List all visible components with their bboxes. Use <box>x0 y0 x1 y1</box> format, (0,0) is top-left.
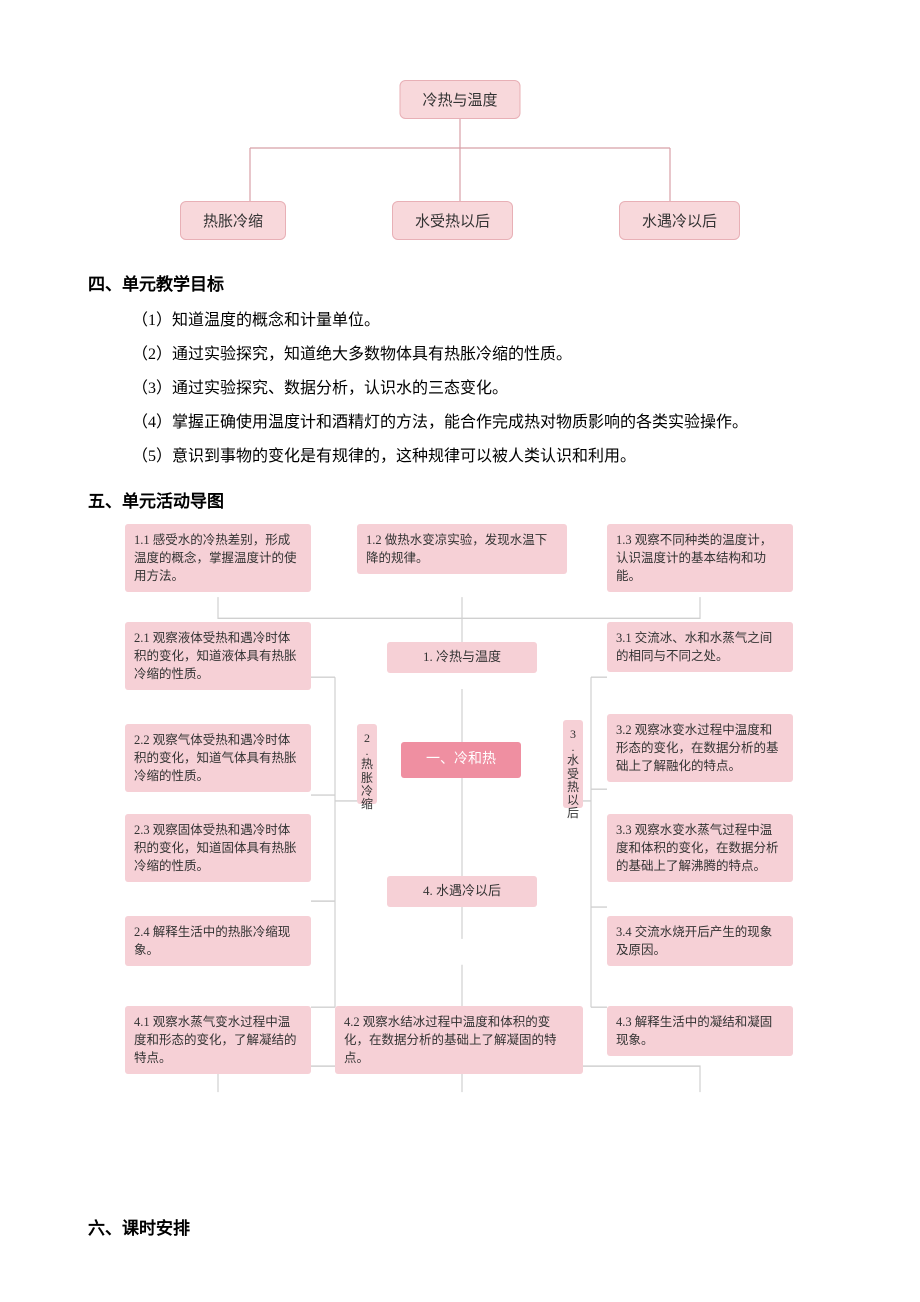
act-3-4: 3.4 交流水烧开后产生的现象及原因。 <box>607 916 793 966</box>
goal-1: （1）知道温度的概念和计量单位。 <box>132 305 822 337</box>
heading-schedule: 六、课时安排 <box>88 1214 832 1239</box>
act-3-3: 3.3 观察水变水蒸气过程中温度和体积的变化，在数据分析的基础上了解沸腾的特点。 <box>607 814 793 882</box>
top-child-1: 热胀冷缩 <box>180 201 286 240</box>
act-2-4: 2.4 解释生活中的热胀冷缩现象。 <box>125 916 311 966</box>
act-1-2: 1.2 做热水变凉实验，发现水温下降的规律。 <box>357 524 567 574</box>
act-1-3: 1.3 观察不同种类的温度计，认识温度计的基本结构和功能。 <box>607 524 793 592</box>
top-diagram-connectors <box>180 118 740 203</box>
act-3-1: 3.1 交流冰、水和水蒸气之间的相同与不同之处。 <box>607 622 793 672</box>
act-4-1: 4.1 观察水蒸气变水过程中温度和形态的变化，了解凝结的特点。 <box>125 1006 311 1074</box>
top-child-2: 水受热以后 <box>392 201 513 240</box>
center-vert-2: 2.热胀冷缩 <box>357 724 377 804</box>
center-main-node: 一、冷和热 <box>401 742 521 778</box>
act-1-1: 1.1 感受水的冷热差别，形成温度的概念，掌握温度计的使用方法。 <box>125 524 311 592</box>
act-4-3: 4.3 解释生活中的凝结和凝固现象。 <box>607 1006 793 1056</box>
center-vert-3: 3.水受热以后 <box>563 720 583 808</box>
goal-4: （4）掌握正确使用温度计和酒精灯的方法，能合作完成热对物质影响的各类实验操作。 <box>132 407 822 439</box>
goal-3: （3）通过实验探究、数据分析，认识水的三态变化。 <box>132 373 822 405</box>
act-2-1: 2.1 观察液体受热和遇冷时体积的变化，知道液体具有热胀冷缩的性质。 <box>125 622 311 690</box>
top-root-node: 冷热与温度 <box>399 80 520 119</box>
act-2-3: 2.3 观察固体受热和遇冷时体积的变化，知道固体具有热胀冷缩的性质。 <box>125 814 311 882</box>
center-node-4: 4. 水遇冷以后 <box>387 876 537 907</box>
activity-diagram: 1.1 感受水的冷热差别，形成温度的概念，掌握温度计的使用方法。 1.2 做热水… <box>125 524 795 1184</box>
top-child-3: 水遇冷以后 <box>619 201 740 240</box>
heading-activity-map: 五、单元活动导图 <box>88 487 832 512</box>
top-hierarchy-diagram: 冷热与温度 热胀冷缩 水受热以后 水遇冷以后 <box>180 80 740 240</box>
act-4-2: 4.2 观察水结冰过程中温度和体积的变化，在数据分析的基础上了解凝固的特点。 <box>335 1006 583 1074</box>
act-3-2: 3.2 观察冰变水过程中温度和形态的变化，在数据分析的基础上了解融化的特点。 <box>607 714 793 782</box>
act-2-2: 2.2 观察气体受热和遇冷时体积的变化，知道气体具有热胀冷缩的性质。 <box>125 724 311 792</box>
goal-5: （5）意识到事物的变化是有规律的，这种规律可以被人类认识和利用。 <box>132 441 822 473</box>
heading-goals: 四、单元教学目标 <box>88 270 832 295</box>
goal-2: （2）通过实验探究，知道绝大多数物体具有热胀冷缩的性质。 <box>132 339 822 371</box>
goal-list: （1）知道温度的概念和计量单位。 （2）通过实验探究，知道绝大多数物体具有热胀冷… <box>88 305 832 473</box>
center-node-1: 1. 冷热与温度 <box>387 642 537 673</box>
